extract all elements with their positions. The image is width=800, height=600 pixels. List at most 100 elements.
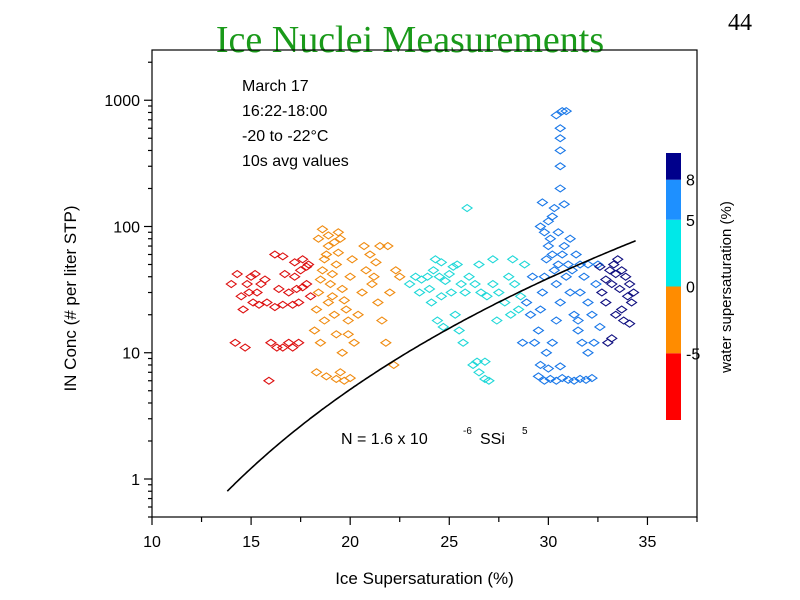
plot-frame	[151, 49, 698, 518]
data-point	[241, 279, 254, 289]
data-point	[623, 319, 636, 328]
data-point	[340, 305, 353, 314]
data-point	[360, 266, 372, 275]
data-point	[375, 316, 388, 325]
data-point	[304, 292, 317, 301]
data-point	[542, 364, 555, 373]
colorbar-tick-label: 8	[686, 173, 695, 190]
fit-equation-variable: SSi	[480, 431, 505, 448]
data-point	[338, 296, 351, 305]
data-point	[229, 338, 242, 347]
data-point	[574, 288, 587, 297]
data-point	[314, 275, 327, 284]
data-point	[300, 262, 313, 271]
data-point	[379, 338, 392, 347]
data-point	[344, 373, 357, 383]
data-point	[550, 316, 563, 325]
data-point	[427, 266, 440, 275]
scatter-points	[225, 106, 640, 385]
data-point	[534, 222, 547, 231]
data-point	[389, 266, 402, 275]
data-point	[516, 338, 529, 347]
annotation-line: March 17	[242, 78, 309, 95]
data-point	[582, 348, 594, 357]
data-point	[560, 272, 573, 281]
y-tick-label: 1	[131, 472, 140, 489]
data-point	[264, 338, 277, 347]
data-point	[558, 241, 571, 251]
data-point	[425, 298, 438, 307]
data-point	[316, 266, 329, 275]
data-point	[381, 241, 394, 251]
data-point	[272, 284, 285, 294]
data-point	[288, 272, 301, 281]
data-point	[538, 228, 551, 237]
data-point	[546, 212, 559, 221]
data-point	[576, 338, 589, 347]
data-point	[554, 298, 567, 307]
data-point	[421, 272, 434, 281]
data-point	[356, 288, 369, 297]
data-point	[373, 241, 386, 251]
data-point	[603, 266, 616, 275]
data-point	[627, 288, 640, 297]
data-point	[473, 368, 485, 377]
fit-equation-power: 5	[522, 426, 528, 437]
data-point	[568, 310, 581, 319]
data-point	[518, 260, 531, 269]
data-point	[312, 288, 325, 297]
data-point	[504, 310, 517, 319]
data-point	[599, 298, 612, 307]
data-point	[478, 374, 491, 384]
x-tick-label: 30	[539, 534, 557, 551]
data-point	[459, 288, 472, 297]
data-point	[471, 357, 483, 366]
data-point	[415, 275, 428, 284]
data-point	[506, 255, 519, 264]
data-point	[368, 272, 380, 281]
data-point	[308, 326, 321, 335]
data-point	[605, 334, 618, 343]
data-point	[326, 269, 339, 279]
data-point	[560, 106, 573, 116]
colorbar: -5 0 5 8	[666, 153, 700, 420]
data-point	[322, 298, 335, 307]
data-point	[253, 300, 265, 309]
data-point	[582, 298, 594, 307]
data-point	[540, 255, 553, 264]
data-point	[383, 288, 396, 297]
data-point	[328, 310, 341, 319]
data-point	[550, 279, 563, 289]
data-point	[578, 272, 590, 281]
data-point	[570, 250, 583, 259]
fit-equation-main: N = 1.6 x 10	[341, 431, 428, 448]
data-point	[322, 231, 335, 240]
data-point	[542, 217, 555, 226]
colorbar-band	[666, 179, 681, 220]
data-point	[251, 288, 263, 297]
data-point	[536, 198, 549, 207]
data-point	[249, 269, 262, 279]
data-point	[449, 310, 462, 319]
data-point	[486, 279, 499, 289]
data-point	[534, 305, 547, 314]
y-axis-title: IN Conc (# per liter STP)	[61, 205, 80, 391]
data-point	[572, 316, 585, 325]
data-point	[429, 255, 442, 264]
colorbar-band	[666, 219, 681, 287]
data-point	[457, 338, 470, 347]
data-point	[611, 255, 624, 264]
data-point	[282, 288, 295, 297]
data-point	[318, 255, 331, 264]
data-point	[328, 238, 341, 247]
data-point	[445, 288, 458, 297]
x-tick-label: 15	[242, 534, 260, 551]
data-point	[292, 298, 305, 307]
data-point	[536, 288, 549, 297]
data-point	[528, 338, 541, 347]
data-point	[302, 260, 315, 269]
colorbar-title: water supersaturation (%)	[718, 201, 735, 374]
data-point	[480, 292, 493, 301]
data-point	[286, 343, 299, 352]
